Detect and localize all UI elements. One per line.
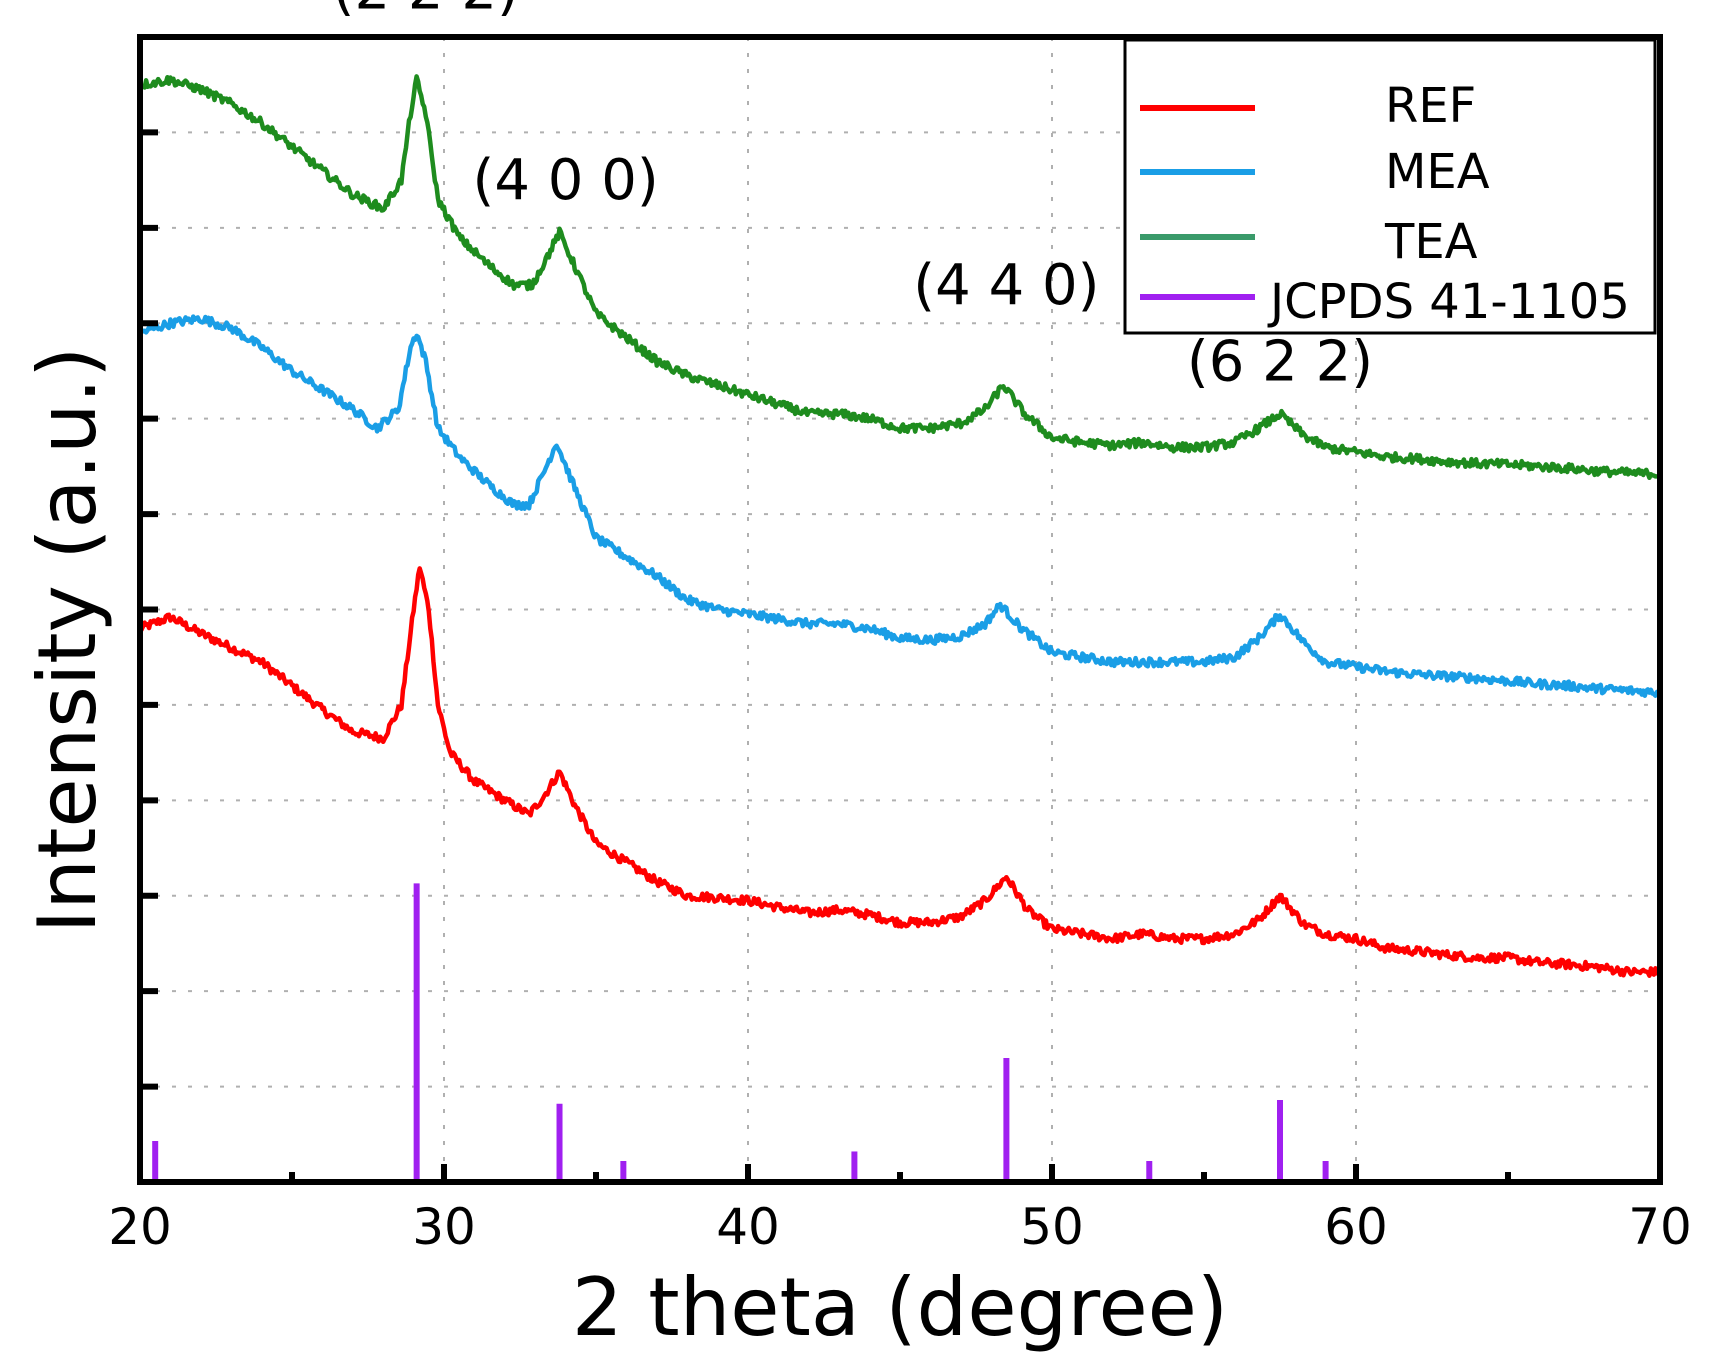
- peak-label: (6 2 2): [1187, 330, 1373, 395]
- series-line-tea: [138, 74, 1662, 481]
- series-line-ref: [138, 566, 1662, 978]
- legend-label-ref: REF: [1385, 78, 1476, 134]
- x-tick-label: 30: [412, 1198, 476, 1256]
- x-tick-label: 40: [716, 1198, 780, 1256]
- axis-ticks: 20 30 40 50 60 70: [108, 129, 1692, 1256]
- y-axis-label: Intensity (a.u.): [21, 347, 114, 934]
- x-tick-label: 50: [1020, 1198, 1084, 1256]
- reference-pattern: [152, 883, 1329, 1182]
- legend-box: [1123, 38, 1657, 335]
- series-lines: [137, 74, 1662, 978]
- legend-label-mea: MEA: [1385, 144, 1490, 200]
- peak-label: (4 4 0): [913, 253, 1099, 318]
- series-line-mea: [137, 314, 1662, 698]
- peak-labels: (2 2 2) (4 0 0) (4 4 0) (6 2 2): [333, 0, 1373, 395]
- x-tick-label: 60: [1324, 1198, 1388, 1256]
- x-tick-label: 20: [108, 1198, 172, 1256]
- x-axis-label: 2 theta (degree): [572, 1261, 1228, 1354]
- legend: REF MEA TEA JCPDS 41-1105: [1123, 38, 1657, 335]
- x-tick-label: 70: [1628, 1198, 1692, 1256]
- peak-label: (4 0 0): [473, 148, 659, 213]
- legend-label-tea: TEA: [1384, 214, 1478, 270]
- legend-label-jcpds: JCPDS 41-1105: [1267, 274, 1630, 330]
- peak-label: (2 2 2): [333, 0, 519, 22]
